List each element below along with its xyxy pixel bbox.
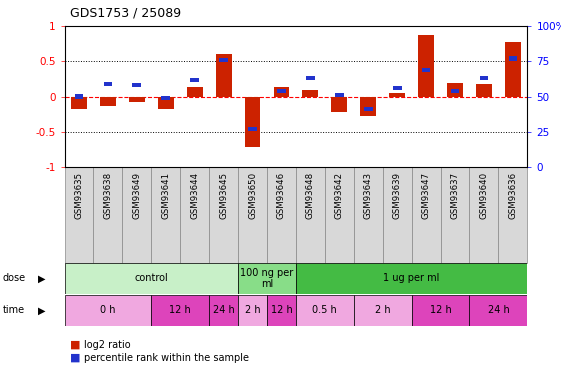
Text: GSM93640: GSM93640 — [480, 172, 489, 219]
Bar — [65, 263, 238, 294]
Bar — [129, 97, 145, 102]
Text: GSM93637: GSM93637 — [450, 172, 459, 219]
Text: 12 h: 12 h — [270, 305, 292, 315]
Bar — [190, 78, 199, 82]
Text: GSM93647: GSM93647 — [422, 172, 431, 219]
Text: ▶: ▶ — [38, 273, 45, 284]
Text: 0.5 h: 0.5 h — [312, 305, 337, 315]
Text: GSM93635: GSM93635 — [75, 172, 84, 219]
Bar — [418, 35, 434, 97]
Bar — [71, 97, 87, 109]
Text: 2 h: 2 h — [245, 305, 260, 315]
Bar — [238, 263, 296, 294]
Bar — [248, 127, 257, 131]
Bar — [296, 263, 527, 294]
Text: GSM93649: GSM93649 — [132, 172, 141, 219]
Text: GSM93636: GSM93636 — [508, 172, 517, 219]
Bar — [180, 167, 209, 262]
Text: GSM93642: GSM93642 — [335, 172, 344, 219]
Bar — [354, 295, 412, 326]
Bar — [412, 295, 470, 326]
Bar — [389, 93, 405, 97]
Text: GSM93641: GSM93641 — [161, 172, 170, 219]
Text: GSM93644: GSM93644 — [190, 172, 199, 219]
Text: ■: ■ — [70, 353, 81, 363]
Bar — [450, 89, 459, 93]
Bar — [267, 167, 296, 262]
Bar — [187, 87, 203, 97]
Bar — [151, 167, 180, 262]
Bar — [505, 42, 521, 97]
Text: ■: ■ — [70, 340, 81, 350]
Bar — [325, 167, 354, 262]
Text: dose: dose — [3, 273, 26, 284]
Bar — [245, 97, 260, 147]
Text: GSM93643: GSM93643 — [364, 172, 373, 219]
Bar — [238, 295, 267, 326]
Text: log2 ratio: log2 ratio — [84, 340, 131, 350]
Text: 1 ug per ml: 1 ug per ml — [384, 273, 440, 284]
Bar — [100, 97, 116, 106]
Bar — [470, 295, 527, 326]
Text: percentile rank within the sample: percentile rank within the sample — [84, 353, 249, 363]
Bar — [158, 97, 174, 109]
Text: GSM93646: GSM93646 — [277, 172, 286, 219]
Bar — [393, 86, 402, 90]
Bar — [360, 97, 376, 116]
Bar — [412, 167, 440, 262]
Text: ▶: ▶ — [38, 305, 45, 315]
Text: 24 h: 24 h — [488, 305, 509, 315]
Bar — [383, 167, 412, 262]
Bar — [162, 96, 170, 100]
Bar — [277, 89, 286, 93]
Bar — [132, 83, 141, 87]
Bar — [447, 82, 463, 97]
Bar — [470, 167, 498, 262]
Bar — [104, 82, 112, 86]
Bar — [238, 167, 267, 262]
Bar — [215, 54, 232, 97]
Bar — [296, 295, 354, 326]
Text: GDS1753 / 25089: GDS1753 / 25089 — [70, 7, 181, 20]
Bar — [335, 93, 344, 97]
Bar — [332, 97, 347, 112]
Bar — [75, 94, 84, 99]
Bar — [219, 58, 228, 62]
Bar — [440, 167, 470, 262]
Text: control: control — [135, 273, 168, 284]
Bar — [122, 167, 151, 262]
Text: GSM93648: GSM93648 — [306, 172, 315, 219]
Bar — [274, 87, 289, 97]
Bar — [65, 295, 151, 326]
Text: 100 ng per
ml: 100 ng per ml — [240, 268, 293, 289]
Bar — [476, 84, 492, 97]
Bar — [422, 68, 430, 72]
Bar — [306, 76, 315, 80]
Bar — [209, 167, 238, 262]
Text: 0 h: 0 h — [100, 305, 116, 315]
Text: GSM93650: GSM93650 — [248, 172, 257, 219]
Bar — [364, 107, 373, 111]
Bar — [65, 167, 94, 262]
Bar — [267, 295, 296, 326]
Bar — [498, 167, 527, 262]
Text: 24 h: 24 h — [213, 305, 234, 315]
Text: time: time — [3, 305, 25, 315]
Bar — [296, 167, 325, 262]
Text: 12 h: 12 h — [430, 305, 452, 315]
Text: 12 h: 12 h — [169, 305, 191, 315]
Text: GSM93639: GSM93639 — [393, 172, 402, 219]
Text: 2 h: 2 h — [375, 305, 390, 315]
Text: GSM93638: GSM93638 — [103, 172, 112, 219]
Bar — [94, 167, 122, 262]
Bar — [209, 295, 238, 326]
Bar — [151, 295, 209, 326]
Bar — [508, 57, 517, 61]
Bar — [480, 76, 488, 80]
Bar — [354, 167, 383, 262]
Text: GSM93645: GSM93645 — [219, 172, 228, 219]
Bar — [302, 90, 318, 97]
